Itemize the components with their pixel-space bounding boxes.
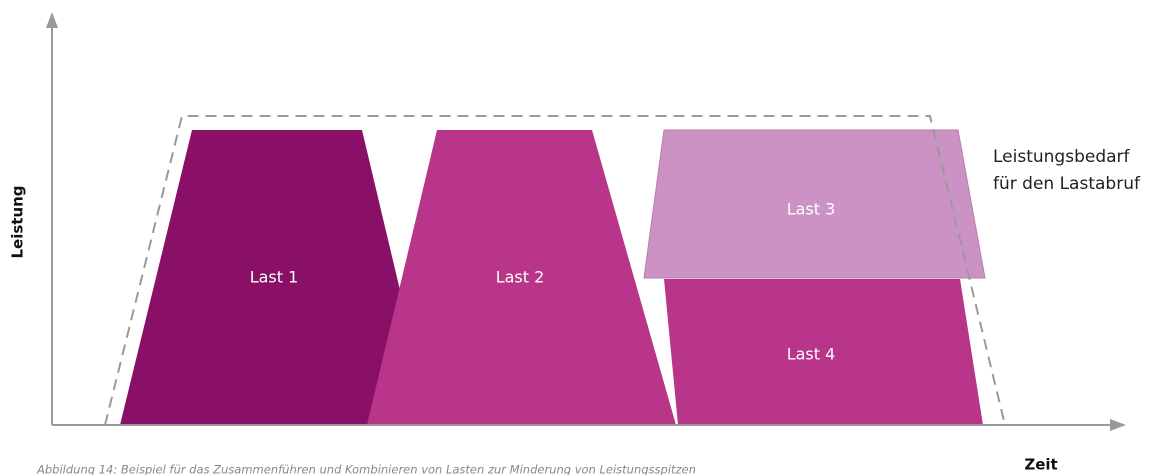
y-axis-arrow bbox=[46, 12, 58, 28]
annotation-line: für den Lastabruf bbox=[993, 174, 1141, 194]
load-3-shape bbox=[643, 129, 986, 279]
caption: Abbildung 14: Beispiel für das Zusammenf… bbox=[36, 463, 696, 475]
load-label: Last 1 bbox=[250, 268, 299, 287]
x-axis-arrow bbox=[1110, 419, 1126, 431]
demand-envelope bbox=[104, 115, 1006, 426]
annotation-line: Leistungsbedarf bbox=[993, 147, 1131, 167]
load-label: Last 4 bbox=[787, 345, 836, 364]
load-4-shape bbox=[664, 279, 983, 425]
load-label: Last 3 bbox=[787, 200, 836, 219]
x-axis-label: Zeit bbox=[1024, 456, 1057, 474]
y-axis-label: Leistung bbox=[9, 185, 27, 258]
load-2-shape bbox=[367, 130, 676, 425]
load-1-shape bbox=[120, 130, 432, 425]
load-label: Last 2 bbox=[496, 268, 545, 287]
